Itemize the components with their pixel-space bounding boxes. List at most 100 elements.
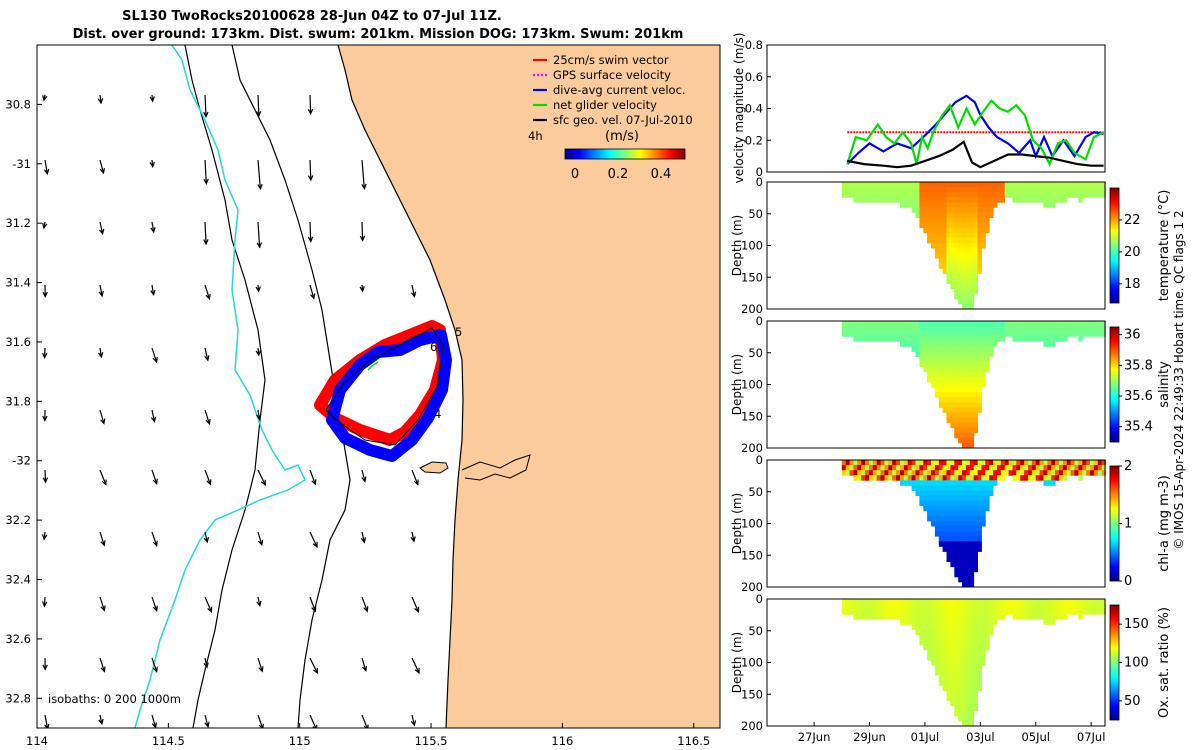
section-cell [923, 192, 928, 198]
geo-vector [361, 657, 367, 671]
section-cell [934, 470, 940, 476]
section-cell [969, 720, 975, 727]
section-cell [1012, 460, 1017, 466]
section-cell [1051, 336, 1056, 342]
section-cell [946, 331, 951, 337]
section-cell [1086, 192, 1091, 198]
section-cell [1020, 182, 1025, 188]
section-cell [931, 660, 936, 666]
section-cell [841, 470, 847, 476]
section-cell [1066, 182, 1072, 188]
section-cell [973, 417, 978, 423]
geo-vector [151, 531, 158, 546]
section-cell [896, 321, 901, 327]
section-cell [989, 192, 994, 198]
section-cell [958, 599, 963, 605]
section-cell [865, 187, 870, 193]
section-cell [965, 715, 971, 722]
section-cell [903, 341, 909, 347]
section-cell [958, 660, 963, 666]
section-cell [1028, 321, 1033, 327]
glider-loop [314, 320, 452, 462]
geo-vector [204, 284, 210, 300]
section-cell [973, 217, 978, 224]
section-cell [989, 619, 994, 625]
section-cell [938, 599, 944, 605]
section-cell [969, 376, 975, 383]
section-cell [1101, 470, 1106, 476]
section-cell [950, 278, 955, 284]
section-cell [907, 192, 912, 198]
section-cell [958, 609, 963, 615]
section-cell [934, 387, 940, 393]
section-cell [1059, 470, 1064, 476]
section-cell [958, 387, 963, 393]
section-cell [1047, 475, 1052, 481]
section-cell [927, 187, 932, 193]
section-cell [973, 460, 978, 466]
section-cell [900, 341, 905, 347]
section-cell [950, 654, 955, 661]
section-cell [931, 376, 936, 383]
section-cell [946, 253, 951, 259]
section-cell [919, 331, 924, 337]
section-cell [861, 192, 866, 198]
section-cell [938, 341, 944, 347]
section-cell [962, 614, 967, 620]
section-cell [927, 197, 932, 203]
section-cell [861, 321, 866, 327]
section-cell [958, 412, 963, 418]
section-cell [1043, 470, 1048, 476]
section-cell [950, 268, 955, 274]
speed-colorbar [564, 148, 686, 160]
section-cell [950, 248, 955, 254]
section-cell [958, 397, 963, 403]
geostrophic-vectors [41, 94, 420, 728]
section-cell [880, 326, 885, 332]
section-cell [1008, 604, 1013, 610]
geo-vector [151, 409, 156, 422]
section-cell [950, 331, 955, 337]
section-cell [896, 182, 901, 188]
section-cell [962, 442, 967, 449]
section-cell [997, 475, 1002, 481]
section-cell [977, 624, 982, 630]
section-cell [981, 351, 986, 357]
section-cell [954, 566, 959, 573]
section-cell [942, 609, 947, 615]
section-cell [958, 227, 963, 234]
section-cell [993, 604, 998, 610]
section-cell [969, 556, 975, 562]
section-cell [1086, 460, 1091, 466]
section-cell [950, 202, 955, 208]
section-cell [1101, 604, 1106, 610]
section-cell [965, 510, 971, 517]
section-cell [950, 531, 955, 537]
section-cell [981, 660, 986, 666]
section-cell [938, 609, 944, 615]
section-cell [1028, 465, 1033, 471]
colorbar-tick-temperature: 18 [1124, 277, 1141, 292]
section-cell [911, 614, 916, 620]
section-cell [977, 541, 982, 547]
section-cell [927, 470, 932, 476]
section-cell [896, 331, 901, 337]
section-cell [958, 341, 963, 347]
section-cell [969, 599, 975, 605]
section-cell [865, 321, 870, 327]
section-cell [1039, 609, 1044, 615]
section-cell [934, 192, 940, 198]
geo-vector [361, 531, 365, 543]
section-cell [965, 253, 971, 259]
vel-tick-label: 0.4 [745, 102, 763, 116]
section-cell [946, 341, 951, 347]
section-cell [934, 599, 940, 605]
section-cell [954, 407, 959, 413]
section-cell [880, 475, 885, 481]
section-cell [965, 526, 971, 532]
section-cell [915, 599, 920, 605]
section-cell [1031, 609, 1037, 615]
section-cell [1012, 470, 1017, 476]
section-cell [1097, 599, 1103, 605]
geo-vector [257, 657, 263, 672]
